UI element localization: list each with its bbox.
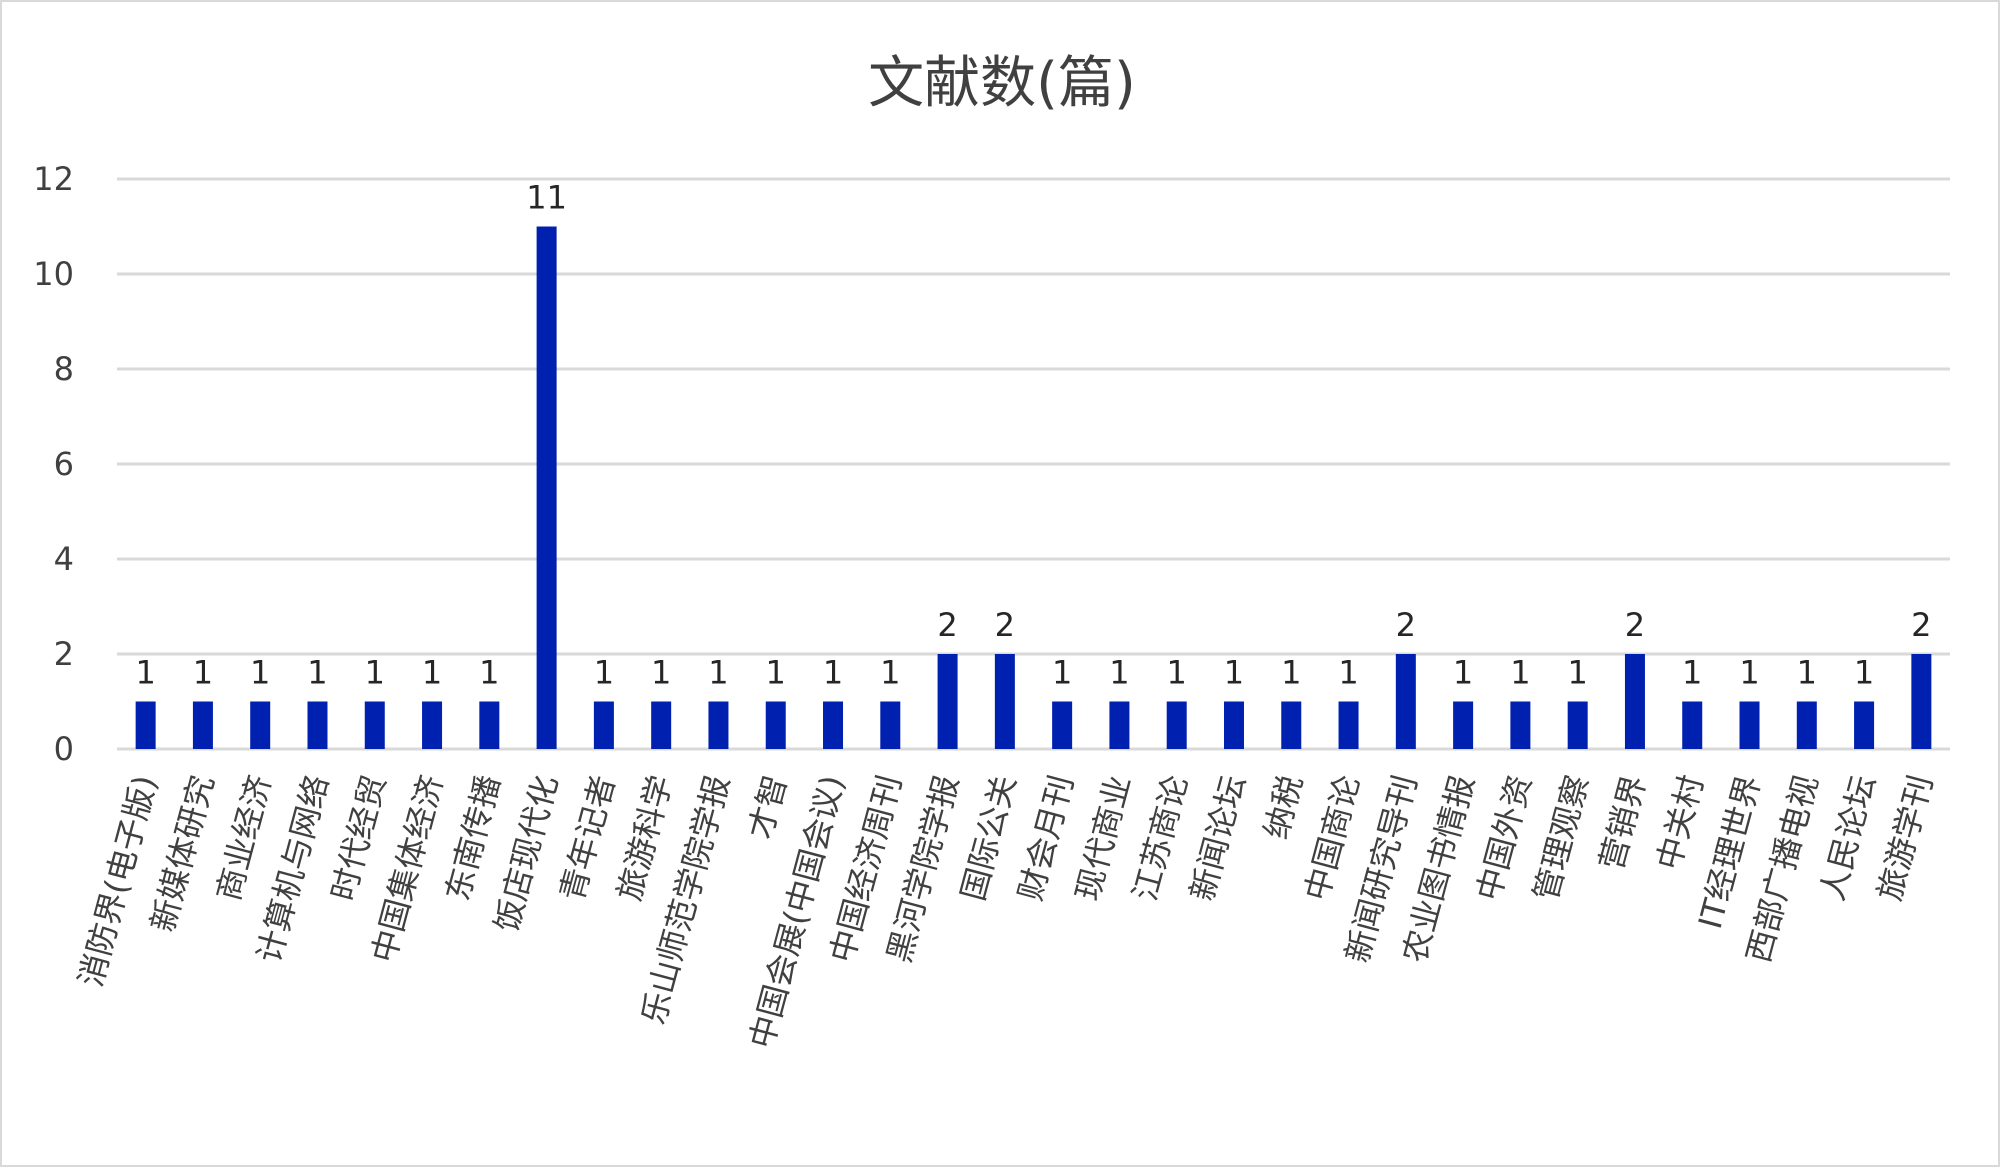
data-label: 1 [880, 654, 900, 692]
data-label: 1 [1167, 654, 1187, 692]
y-tick-label: 10 [33, 255, 74, 293]
bar [1338, 701, 1359, 749]
data-label: 1 [1739, 654, 1759, 692]
data-label: 2 [1625, 606, 1645, 644]
bar [1223, 701, 1244, 749]
data-label: 1 [1338, 654, 1358, 692]
data-label: 2 [995, 606, 1015, 644]
y-tick-label: 8 [54, 350, 74, 388]
category-label: 旅游学刊 [1870, 771, 1940, 904]
bar [192, 701, 213, 749]
data-label: 1 [1109, 654, 1129, 692]
data-label: 1 [250, 654, 270, 692]
y-axis-ticks: 0 2 4 6 8 10 12 [33, 160, 74, 768]
data-label: 1 [365, 654, 385, 692]
bar [823, 701, 844, 749]
bar [1166, 701, 1187, 749]
bar [1682, 701, 1703, 749]
data-label: 1 [135, 654, 155, 692]
category-label: 新闻论坛 [1183, 771, 1253, 904]
bar [651, 701, 672, 749]
bar [1510, 701, 1531, 749]
bar [1052, 701, 1073, 749]
y-tick-label: 6 [54, 445, 74, 483]
bar [250, 701, 271, 749]
data-label: 1 [651, 654, 671, 692]
data-label: 1 [594, 654, 614, 692]
data-label: 1 [1854, 654, 1874, 692]
data-label: 1 [1510, 654, 1530, 692]
data-label: 11 [526, 179, 567, 217]
bar [422, 701, 443, 749]
category-label: 管理观察 [1527, 771, 1597, 904]
data-label: 1 [1224, 654, 1244, 692]
y-tick-label: 4 [54, 540, 74, 578]
bar [1453, 701, 1474, 749]
bar [994, 654, 1015, 749]
data-label: 1 [1281, 654, 1301, 692]
bar [937, 654, 958, 749]
bar [1109, 701, 1130, 749]
y-tick-label: 0 [54, 730, 74, 768]
data-label: 1 [1453, 654, 1473, 692]
y-tick-label: 12 [33, 160, 74, 198]
bar [536, 226, 557, 749]
bar [708, 701, 729, 749]
category-label: 消防界(电子版) [72, 771, 165, 990]
category-label: 才智 [741, 771, 794, 843]
bar [1624, 654, 1645, 749]
bar [364, 701, 385, 749]
y-tick-label: 2 [54, 635, 74, 673]
bar [135, 701, 156, 749]
bar [593, 701, 614, 749]
data-label: 2 [1396, 606, 1416, 644]
bars [135, 226, 1932, 749]
bar [479, 701, 500, 749]
bar [1281, 701, 1302, 749]
bar [1567, 701, 1588, 749]
bar [1796, 701, 1817, 749]
data-label: 1 [307, 654, 327, 692]
category-labels: 消防界(电子版)新媒体研究商业经济计算机与网络时代经贸中国集体经济东南传播饭店现… [72, 771, 1941, 1052]
data-label: 1 [708, 654, 728, 692]
bar [307, 701, 328, 749]
bar [880, 701, 901, 749]
data-label: 1 [193, 654, 213, 692]
bar [1911, 654, 1932, 749]
data-label: 1 [823, 654, 843, 692]
bar [765, 701, 786, 749]
data-label: 1 [1797, 654, 1817, 692]
data-label: 2 [937, 606, 957, 644]
bar [1854, 701, 1875, 749]
bar [1739, 701, 1760, 749]
data-label: 2 [1911, 606, 1931, 644]
category-label: 中关村 [1649, 771, 1711, 874]
data-label: 1 [766, 654, 786, 692]
category-label: 纳税 [1257, 771, 1310, 843]
data-label: 1 [1682, 654, 1702, 692]
data-label: 1 [1567, 654, 1587, 692]
data-label: 1 [422, 654, 442, 692]
bar [1395, 654, 1416, 749]
category-label: 营销界 [1592, 771, 1654, 874]
chart-title: 文献数(篇) [868, 51, 1136, 116]
data-label: 1 [479, 654, 499, 692]
gridlines [117, 177, 1950, 656]
data-label: 1 [1052, 654, 1072, 692]
